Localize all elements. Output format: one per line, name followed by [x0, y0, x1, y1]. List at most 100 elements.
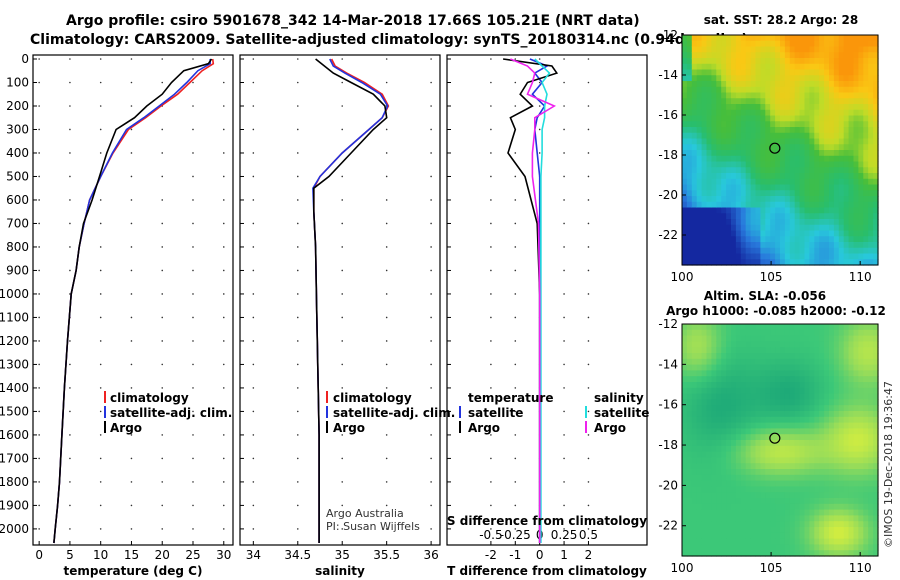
map-cell [716, 347, 722, 354]
map-cell [701, 247, 708, 255]
grid-dot [222, 105, 225, 107]
map-cell [701, 155, 708, 163]
map-cell [701, 35, 708, 42]
map-cell [770, 457, 776, 464]
grid-dot [587, 222, 590, 225]
map-cell [858, 451, 864, 458]
map-cell [819, 515, 825, 522]
map-cell [814, 521, 820, 528]
map-cell [863, 324, 869, 331]
map-cell [843, 178, 850, 186]
temperature-panel [32, 54, 234, 546]
map-cell [716, 434, 722, 441]
map-cell [804, 242, 810, 249]
grid-dot [38, 81, 40, 84]
map-cell [829, 335, 835, 342]
map-cell [686, 469, 693, 476]
map-cell [750, 224, 757, 232]
map-cell [735, 324, 742, 331]
map-cell [745, 213, 752, 220]
s-tick-label: -0.5 [479, 528, 502, 542]
map-cell [814, 196, 820, 203]
map-cell [745, 440, 752, 447]
map-cell [775, 474, 781, 482]
grid-dot [563, 222, 565, 225]
map-cell [833, 405, 840, 412]
map-cell [750, 201, 757, 209]
grid-dot [430, 528, 432, 530]
map-cell [696, 509, 703, 516]
map-cell [701, 440, 708, 447]
map-cell [873, 127, 879, 134]
map-cell [686, 399, 693, 406]
map-cell [755, 236, 761, 243]
map-cell [824, 364, 830, 371]
grid-dot [38, 434, 40, 436]
map-cell [755, 81, 761, 88]
map-cell [735, 69, 742, 76]
map-cell [721, 230, 727, 237]
map-cell [760, 92, 766, 99]
map-cell [853, 167, 859, 174]
map-cell [868, 405, 874, 412]
grid-dot [430, 434, 432, 436]
map-cell [701, 445, 708, 453]
map-cell [789, 184, 796, 191]
map-cell [863, 428, 869, 435]
grid-dot [69, 340, 71, 342]
map-cell [691, 196, 698, 203]
grid-dot [490, 222, 492, 225]
grid-dot [69, 246, 71, 248]
map-cell [789, 364, 796, 371]
map-cell [760, 58, 766, 65]
map-cell [691, 247, 698, 255]
map-cell [735, 253, 742, 260]
map-cell [833, 382, 840, 389]
map-cell [799, 52, 806, 59]
map-cell [853, 190, 859, 197]
map-cell [858, 498, 864, 505]
map-cell [701, 86, 708, 94]
map-cell [701, 469, 708, 476]
map-cell [701, 132, 708, 140]
map-cell [863, 230, 869, 237]
map-cell [833, 509, 840, 516]
map-cell [794, 370, 801, 377]
map-cell [682, 247, 688, 255]
map-cell [760, 247, 766, 255]
map-cell [853, 196, 859, 203]
map-cell [706, 75, 712, 82]
map-cell [858, 527, 864, 534]
map-cell [696, 63, 703, 71]
map-cell [873, 224, 879, 232]
map-cell [784, 440, 791, 447]
map-cell [721, 341, 727, 348]
map-cell [745, 184, 752, 191]
map-cell [824, 190, 830, 197]
map-cell [843, 40, 850, 48]
map-cell [873, 58, 879, 65]
map-cell [829, 230, 835, 237]
map-cell [853, 521, 859, 528]
map-cell [701, 364, 708, 371]
grid-dot [99, 246, 102, 248]
map-cell [735, 184, 742, 191]
map-cell [784, 416, 791, 424]
map-cell [760, 178, 766, 186]
map-cell [740, 347, 747, 354]
map-cell [833, 353, 840, 360]
map-cell [691, 35, 698, 42]
map-cell [701, 242, 708, 249]
map-cell [770, 98, 776, 105]
map-cell [765, 474, 771, 482]
map-cell [682, 219, 688, 226]
map-cell [706, 127, 712, 134]
map-cell [740, 219, 747, 226]
map-cell [760, 190, 766, 197]
map-cell [755, 370, 761, 377]
map-cell [858, 440, 864, 447]
map-cell [873, 486, 879, 493]
map-cell [691, 109, 698, 117]
map-y-tick-label: -16 [658, 398, 678, 412]
map-cell [843, 132, 850, 140]
